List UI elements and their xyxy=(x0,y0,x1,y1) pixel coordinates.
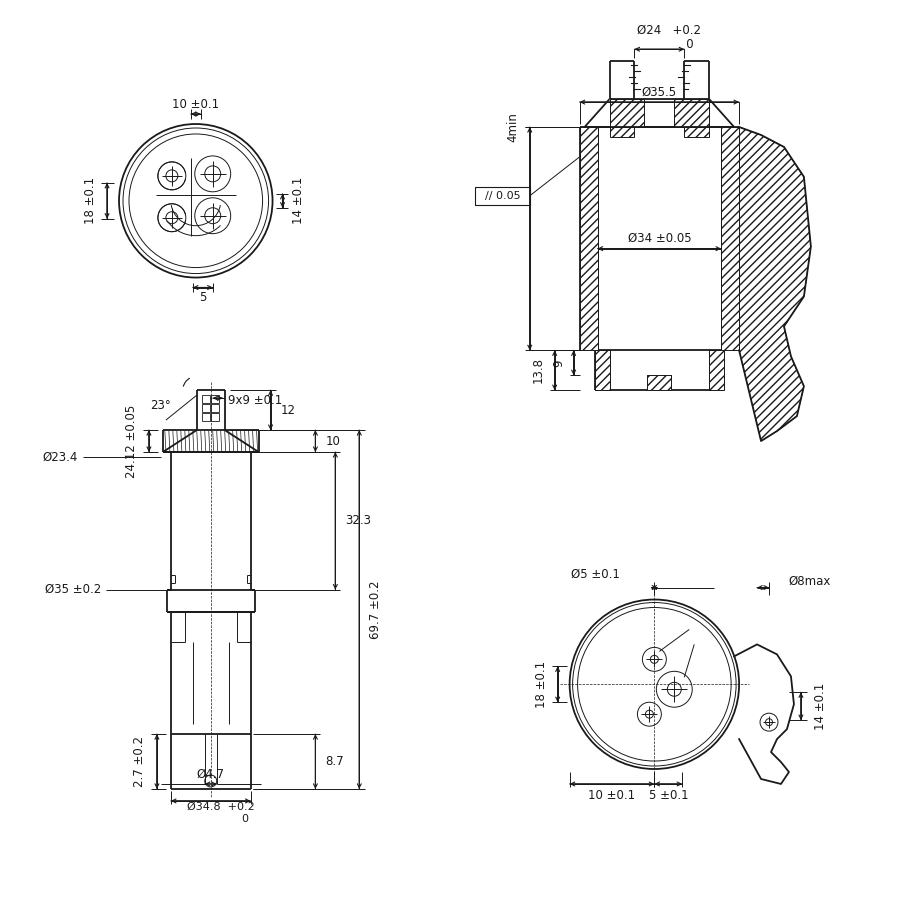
Text: Ø34 ±0.05: Ø34 ±0.05 xyxy=(627,232,691,245)
Bar xyxy=(475,187,530,205)
Text: Ø8max: Ø8max xyxy=(789,575,832,588)
Text: 10 ±0.1: 10 ±0.1 xyxy=(589,789,635,803)
Text: 10: 10 xyxy=(326,435,340,447)
Polygon shape xyxy=(739,127,811,441)
Text: 14 ±0.1: 14 ±0.1 xyxy=(814,682,827,730)
Bar xyxy=(202,413,210,421)
Text: 5: 5 xyxy=(199,291,206,304)
Bar xyxy=(684,99,709,137)
Text: 2.7 ±0.2: 2.7 ±0.2 xyxy=(133,736,146,787)
Text: // 0.05: // 0.05 xyxy=(484,191,520,201)
Text: 13.8: 13.8 xyxy=(532,357,544,383)
Bar xyxy=(595,350,609,391)
Text: 69.7 ±0.2: 69.7 ±0.2 xyxy=(369,580,382,639)
Text: 10 ±0.1: 10 ±0.1 xyxy=(172,97,220,111)
Text: 5 ±0.1: 5 ±0.1 xyxy=(649,789,688,803)
Bar xyxy=(647,375,671,391)
Bar xyxy=(202,404,210,412)
Bar xyxy=(609,99,644,127)
Text: 23°: 23° xyxy=(150,399,171,411)
Bar xyxy=(674,99,709,127)
Bar xyxy=(211,395,219,403)
Text: 32.3: 32.3 xyxy=(346,514,372,527)
Text: 14 ±0.1: 14 ±0.1 xyxy=(292,177,305,224)
Bar xyxy=(709,350,725,391)
Text: Ø34.8  +0.2
              0: Ø34.8 +0.2 0 xyxy=(187,802,255,824)
Text: Ø24   +0.2
           0: Ø24 +0.2 0 xyxy=(637,23,701,51)
Text: Ø5 ±0.1: Ø5 ±0.1 xyxy=(571,568,619,581)
Text: Ø35.5: Ø35.5 xyxy=(642,86,677,99)
Text: 18 ±0.1: 18 ±0.1 xyxy=(535,661,548,707)
Bar xyxy=(609,99,634,137)
Bar xyxy=(721,127,739,350)
Text: 12: 12 xyxy=(281,403,295,417)
Text: 9x9 ±0.1: 9x9 ±0.1 xyxy=(229,393,283,407)
Text: Ø35 ±0.2: Ø35 ±0.2 xyxy=(45,583,101,596)
Text: 4min: 4min xyxy=(507,112,520,142)
Text: Ø23.4: Ø23.4 xyxy=(43,451,78,464)
Text: 8.7: 8.7 xyxy=(326,755,344,768)
Bar xyxy=(202,395,210,403)
Text: 24.12 ±0.05: 24.12 ±0.05 xyxy=(125,404,138,478)
Bar xyxy=(580,127,598,350)
Text: Ø4.7: Ø4.7 xyxy=(197,768,225,780)
Bar xyxy=(211,413,219,421)
Text: 18 ±0.1: 18 ±0.1 xyxy=(84,177,97,224)
Bar xyxy=(211,404,219,412)
Text: 9: 9 xyxy=(553,359,565,366)
